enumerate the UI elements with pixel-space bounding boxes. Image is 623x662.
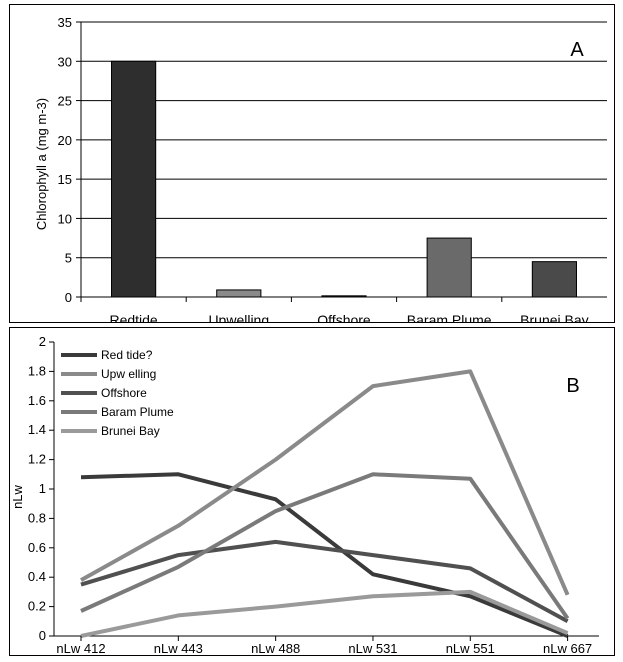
chart-a-category-label: Redtide — [109, 312, 157, 323]
chart-b-legend-label: Brunei Bay — [101, 424, 160, 438]
chart-b-legend-label: Upw elling — [101, 367, 156, 381]
chart-a-category-label: Upwelling — [208, 312, 269, 323]
chart-a-bar — [531, 261, 577, 298]
chart-b-xtick-label: nLw 443 — [154, 641, 203, 656]
chart-b-series-line — [80, 472, 570, 620]
chart-b-ytick-label: 0.4 — [28, 569, 46, 584]
chart-b-legend-label: Baram Plume — [101, 405, 174, 419]
chart-b-ytick-label: 0.8 — [28, 510, 46, 525]
chart-a-ylabel: Chlorophyll a (mg m-3) — [34, 98, 49, 230]
chart-b-panel-label: B — [566, 375, 579, 397]
chart-b-series-line — [80, 589, 569, 638]
chart-b-ytick-label: 1.6 — [28, 393, 46, 408]
chart-b-xtick-label: nLw 667 — [543, 641, 592, 656]
chart-a-ytick-label: 30 — [58, 54, 72, 69]
chart-a-bar — [216, 289, 262, 298]
chart-b-legend-label: Red tide? — [101, 348, 153, 362]
chart-b: nLw B 0 0.2 0.4 0.6 0.8 1 1.2 1.4 1.6 1.8 2 nLw 41… — [9, 327, 615, 656]
chart-b-xtick-label: nLw 531 — [348, 641, 397, 656]
chart-a-category-label: Offshore — [317, 312, 371, 323]
chart-b-xtick-label: nLw 488 — [251, 641, 300, 656]
chart-a-category-label: Baram Plume — [407, 312, 492, 323]
chart-a-ytick-label: 10 — [58, 211, 72, 226]
chart-b-xtick-label: nLw 412 — [56, 641, 105, 656]
chart-b-series-line — [80, 472, 569, 638]
chart-b-series-line — [80, 539, 569, 624]
chart-b-ytick-label: 0.2 — [28, 599, 46, 614]
chart-b-ylabel: nLw — [10, 484, 25, 508]
chart-a: Chlorophyll a (mg m-3) A 05101520253035 … — [9, 4, 615, 323]
chart-a-ytick-label: 15 — [58, 172, 72, 187]
chart-b-xtick-label: nLw 551 — [446, 641, 495, 656]
chart-b-ytick-label: 1.4 — [28, 422, 46, 437]
chart-a-category-label: Brunei Bay — [520, 312, 588, 323]
chart-b-ytick-label: 2 — [39, 334, 46, 349]
chart-a-panel-label: A — [570, 39, 584, 61]
chart-b-legend-label: Offshore — [101, 386, 147, 400]
chart-a-bar — [426, 237, 472, 298]
chart-a-ytick-label: 0 — [65, 290, 72, 305]
chart-a-frame — [9, 4, 615, 323]
chart-b-ytick-label: 1.8 — [28, 363, 46, 378]
chart-a-ytick-label: 25 — [58, 94, 72, 109]
chart-b-ytick-label: 0.6 — [28, 540, 46, 555]
chart-a-ytick-label: 20 — [58, 133, 72, 148]
chart-a-ytick-label: 35 — [58, 15, 72, 30]
chart-b-ytick-label: 0 — [39, 628, 46, 643]
chart-b-series-line — [80, 369, 570, 596]
chart-b-ytick-label: 1 — [39, 481, 46, 496]
chart-a-ytick-label: 5 — [65, 251, 72, 266]
chart-b-ytick-label: 1.2 — [28, 452, 46, 467]
chart-a-bar — [111, 60, 157, 298]
